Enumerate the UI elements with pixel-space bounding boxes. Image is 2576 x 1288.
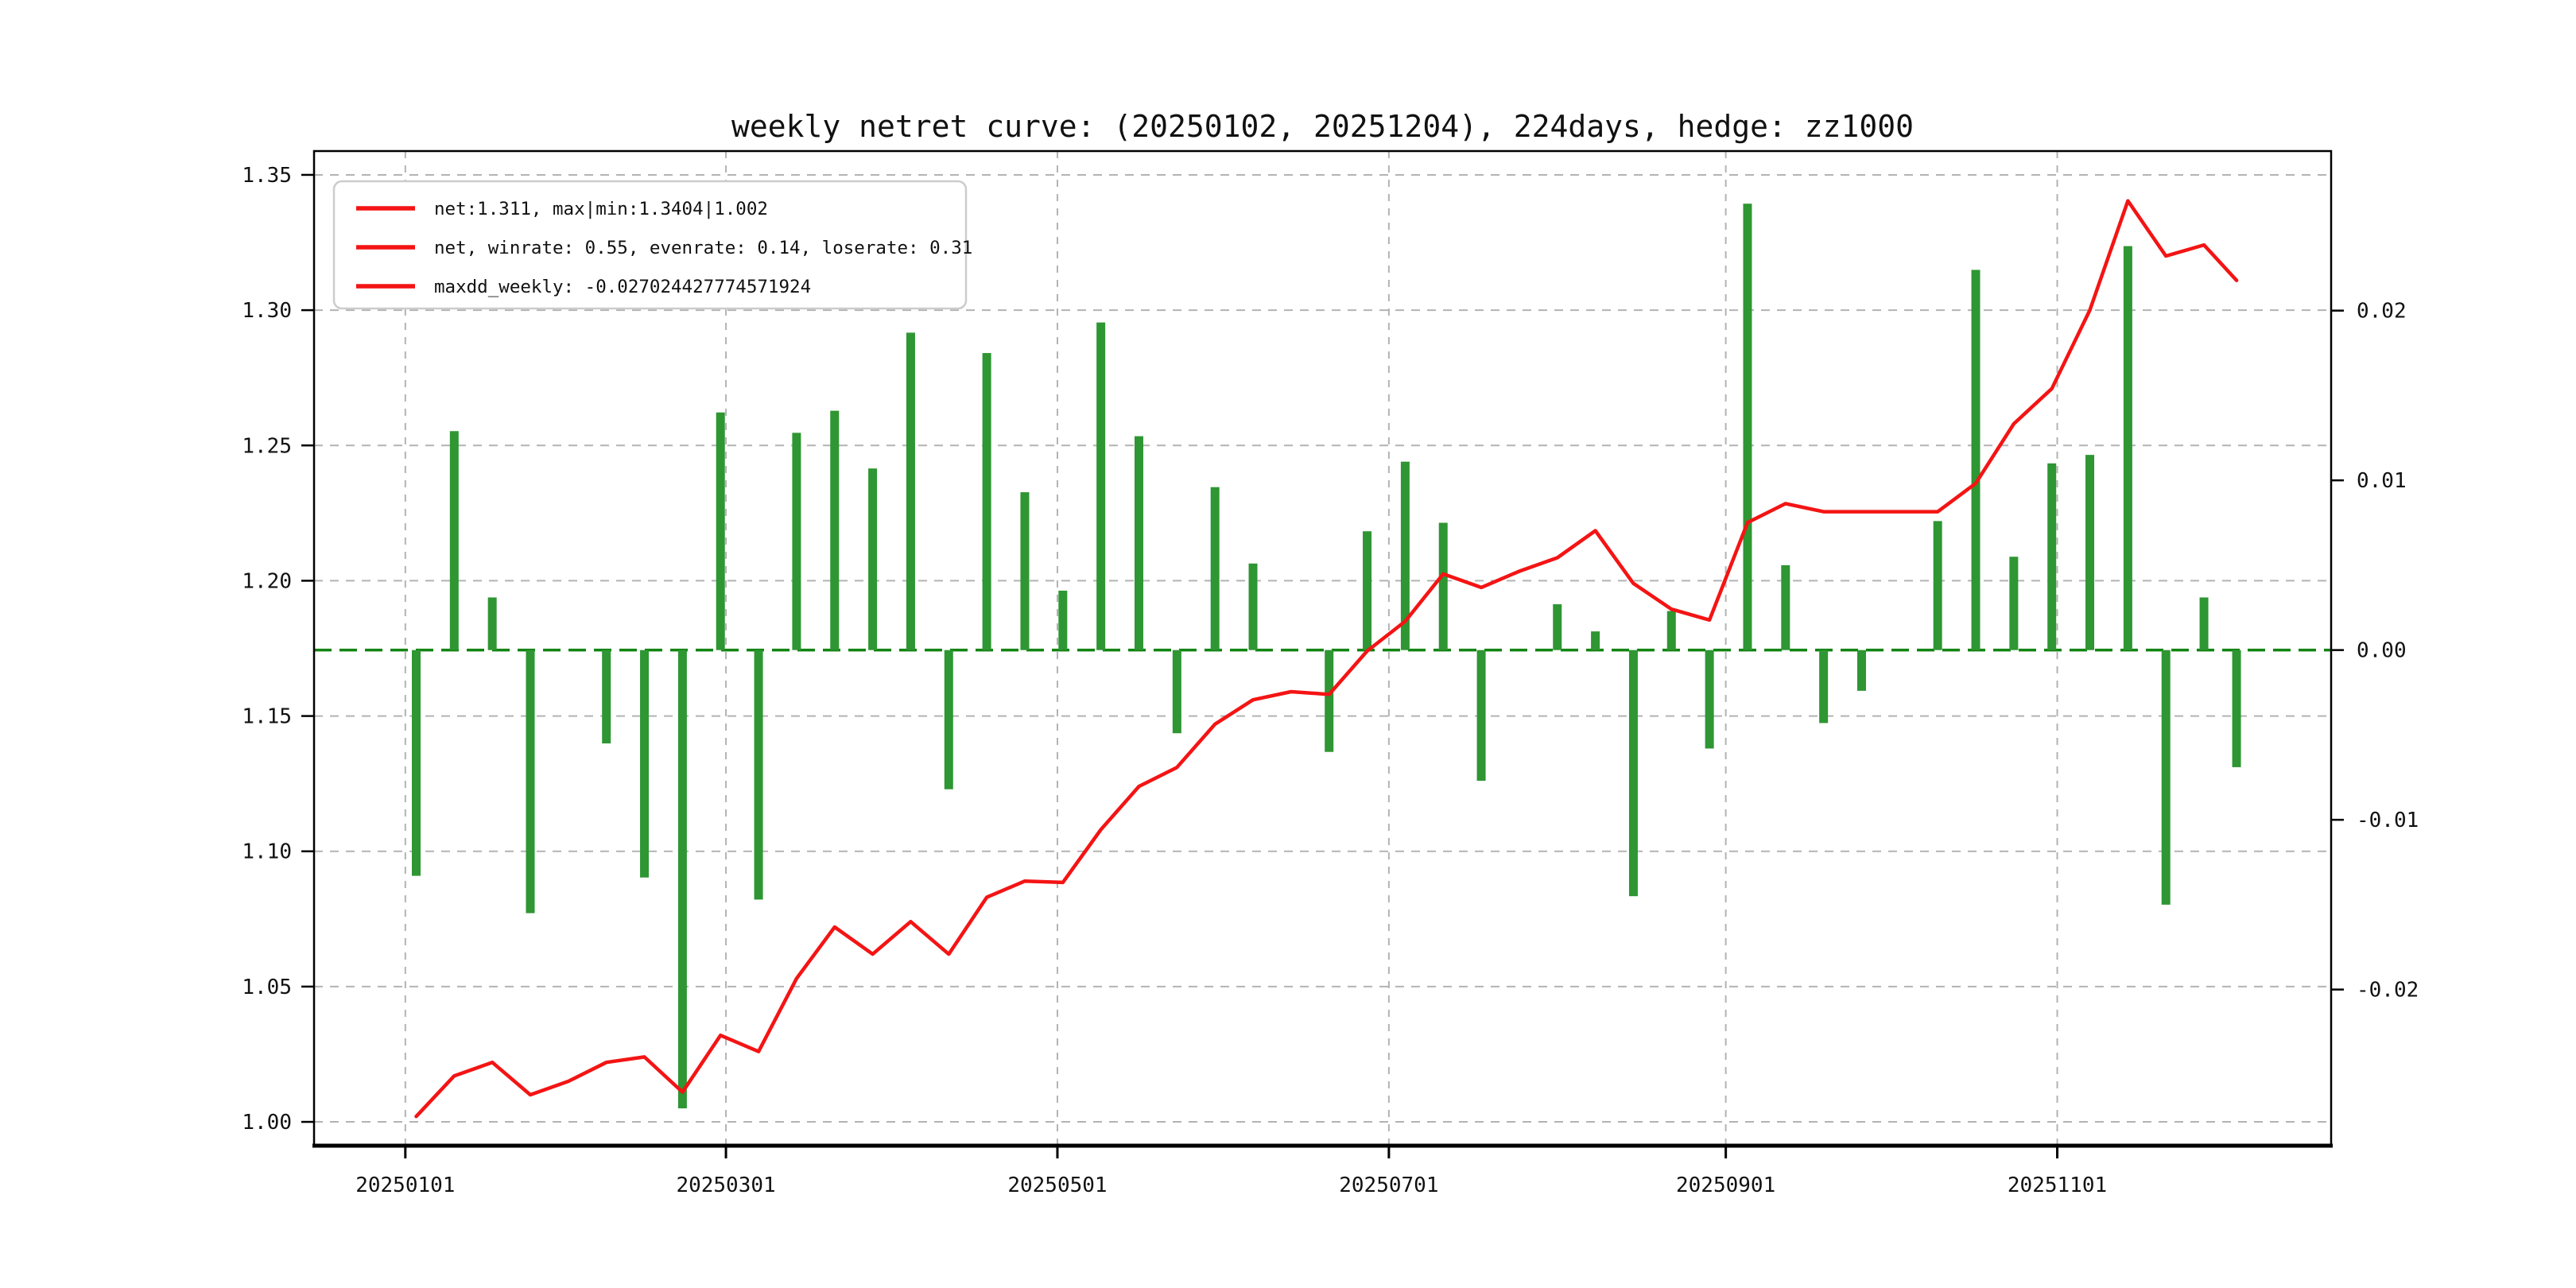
bar bbox=[1856, 650, 1866, 691]
bar bbox=[2047, 463, 2057, 650]
bar bbox=[1058, 590, 1068, 650]
bar bbox=[944, 650, 953, 789]
bar bbox=[449, 431, 459, 650]
y-left-tick-label: 1.00 bbox=[242, 1111, 292, 1135]
y-left-tick-label: 1.35 bbox=[242, 164, 292, 188]
gridlines bbox=[314, 151, 2331, 1146]
weekly-return-bars bbox=[411, 204, 2241, 1109]
bar bbox=[906, 332, 915, 650]
bar bbox=[411, 650, 421, 876]
bar bbox=[677, 650, 687, 1109]
x-tick-label: 20250501 bbox=[1007, 1174, 1107, 1197]
bar bbox=[1476, 650, 1486, 782]
y-left-tick-label: 1.20 bbox=[242, 569, 292, 593]
legend-box bbox=[332, 180, 968, 310]
axis-labels: 1.00 1.05 1.10 1.15 1.20 1.25 1.30 1.35 0.02 0.01… bbox=[242, 164, 2419, 1197]
bar bbox=[1020, 492, 1030, 650]
bar bbox=[1096, 322, 1106, 650]
bar bbox=[1438, 522, 1448, 650]
bar bbox=[2232, 650, 2241, 767]
chart-title: weekly netret curve: (20250102, 20251204… bbox=[731, 109, 1914, 144]
bar bbox=[1819, 650, 1829, 724]
bar bbox=[716, 412, 725, 650]
y-left-tick-label: 1.25 bbox=[242, 434, 292, 458]
bar bbox=[1400, 461, 1410, 650]
x-tick-label: 20250101 bbox=[355, 1174, 455, 1197]
y-right-tick-label: 0.01 bbox=[2357, 469, 2407, 493]
legend-entry-label: maxdd_weekly: -0.027024427774571924 bbox=[434, 277, 811, 297]
y-right-tick-label: -0.02 bbox=[2357, 979, 2419, 1003]
bar bbox=[1325, 650, 1334, 752]
bar bbox=[487, 597, 497, 650]
y-right-tick-label: 0.02 bbox=[2357, 300, 2407, 324]
axis-ticks bbox=[301, 173, 2344, 1158]
x-tick-label: 20250301 bbox=[676, 1174, 775, 1197]
legend-entry-label: net:1.311, max|min:1.3404|1.002 bbox=[434, 199, 768, 219]
bar bbox=[1591, 631, 1600, 650]
bar bbox=[2085, 455, 2095, 650]
bar bbox=[1210, 487, 1220, 650]
bar bbox=[2123, 246, 2132, 650]
y-left-tick-label: 1.15 bbox=[242, 705, 292, 729]
bar bbox=[1666, 611, 1676, 650]
legend-entry-label: net, winrate: 0.55, evenrate: 0.14, lose… bbox=[434, 238, 972, 258]
bar bbox=[640, 650, 650, 878]
legend: net:1.311, max|min:1.3404|1.002 net, winr… bbox=[332, 180, 972, 310]
bar bbox=[792, 433, 801, 650]
bar bbox=[830, 410, 840, 650]
y-left-tick-label: 1.30 bbox=[242, 299, 292, 323]
bar bbox=[754, 650, 763, 900]
bar bbox=[868, 468, 878, 650]
bar bbox=[2161, 650, 2171, 905]
bar bbox=[602, 650, 611, 744]
bar bbox=[1743, 204, 1752, 650]
bar bbox=[1553, 603, 1562, 650]
bar bbox=[1781, 564, 1790, 650]
bar bbox=[1248, 563, 1258, 650]
bar bbox=[1705, 650, 1714, 749]
net-line bbox=[414, 199, 2239, 1119]
x-tick-label: 20250901 bbox=[1676, 1174, 1775, 1197]
bar bbox=[2199, 597, 2209, 650]
bar bbox=[1933, 521, 1942, 650]
bar bbox=[526, 650, 535, 914]
y-right-tick-label: 0.00 bbox=[2357, 639, 2407, 663]
bar bbox=[1134, 436, 1143, 650]
y-right-tick-label: -0.01 bbox=[2357, 809, 2419, 832]
bar bbox=[1172, 650, 1181, 734]
bar bbox=[1363, 531, 1372, 650]
bar bbox=[2009, 557, 2019, 650]
y-left-tick-label: 1.10 bbox=[242, 840, 292, 864]
y-left-tick-label: 1.05 bbox=[242, 976, 292, 999]
x-tick-label: 20250701 bbox=[1339, 1174, 1438, 1197]
x-tick-label: 20251101 bbox=[2008, 1174, 2107, 1197]
bar bbox=[1628, 650, 1638, 897]
bar bbox=[1971, 270, 1980, 650]
bar bbox=[982, 353, 991, 650]
